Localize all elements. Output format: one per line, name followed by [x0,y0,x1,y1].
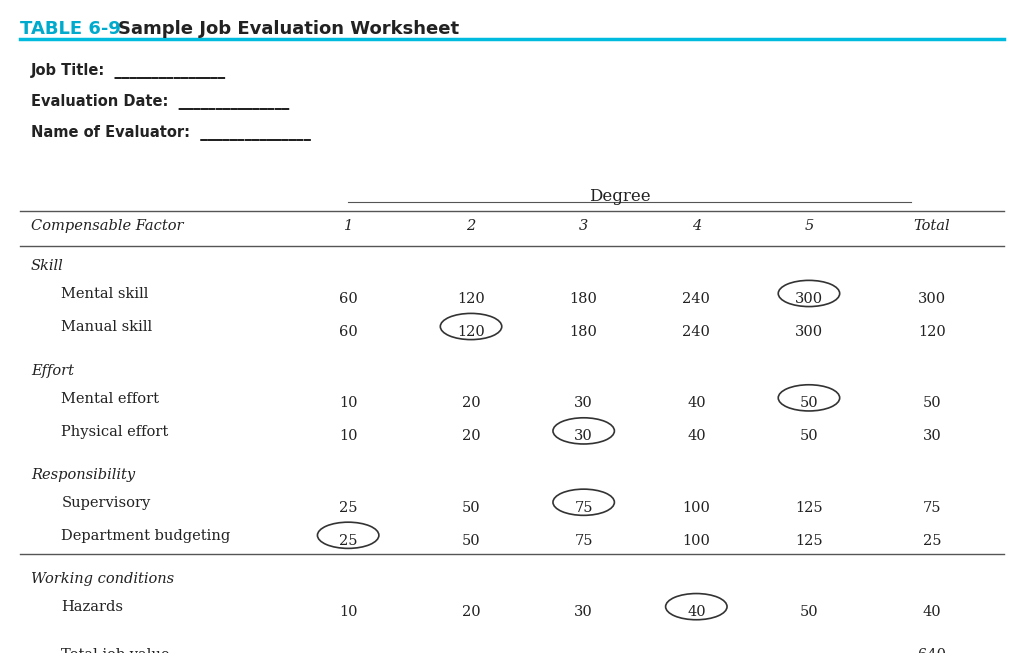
Text: 40: 40 [687,429,706,443]
Text: Physical effort: Physical effort [61,424,169,439]
Text: 50: 50 [800,429,818,443]
Text: Mental effort: Mental effort [61,392,160,406]
Text: Evaluation Date:  _______________: Evaluation Date: _______________ [31,94,289,110]
Text: 240: 240 [682,325,711,339]
Text: Hazards: Hazards [61,600,124,614]
Text: 30: 30 [574,396,593,410]
Text: 30: 30 [574,605,593,619]
Text: 300: 300 [795,292,823,306]
Text: 240: 240 [682,292,711,306]
Text: Degree: Degree [589,188,650,205]
Text: 40: 40 [923,605,941,619]
Text: 100: 100 [682,534,711,548]
Text: 60: 60 [339,292,357,306]
Text: 5: 5 [804,219,814,233]
Text: Manual skill: Manual skill [61,320,153,334]
Text: Effort: Effort [31,364,74,377]
Text: 40: 40 [687,396,706,410]
Text: 10: 10 [339,429,357,443]
Text: 1: 1 [343,219,353,233]
Text: 180: 180 [569,292,598,306]
Text: 20: 20 [462,429,480,443]
Text: 120: 120 [918,325,946,339]
Text: Responsibility: Responsibility [31,468,135,482]
Text: 50: 50 [800,396,818,410]
Text: Total job value: Total job value [61,648,170,653]
Text: 3: 3 [579,219,589,233]
Text: 50: 50 [800,605,818,619]
Text: 300: 300 [795,325,823,339]
Text: Total: Total [913,219,950,233]
Text: 75: 75 [923,501,941,515]
Text: 100: 100 [682,501,711,515]
Text: 60: 60 [339,325,357,339]
Text: 120: 120 [457,325,485,339]
Text: Job Title:  _______________: Job Title: _______________ [31,63,226,78]
Text: Compensable Factor: Compensable Factor [31,219,183,233]
Text: 640: 640 [918,648,946,653]
Text: Skill: Skill [31,259,63,273]
Text: 2: 2 [466,219,476,233]
Text: Sample Job Evaluation Worksheet: Sample Job Evaluation Worksheet [118,20,459,38]
Text: 30: 30 [574,429,593,443]
Text: 50: 50 [462,501,480,515]
Text: 75: 75 [574,501,593,515]
Text: 20: 20 [462,396,480,410]
Text: 10: 10 [339,605,357,619]
Text: 75: 75 [574,534,593,548]
Text: 25: 25 [339,501,357,515]
Text: 4: 4 [691,219,701,233]
Text: 40: 40 [687,605,706,619]
Text: 25: 25 [923,534,941,548]
Text: 20: 20 [462,605,480,619]
Text: 50: 50 [462,534,480,548]
Text: 50: 50 [923,396,941,410]
Text: Working conditions: Working conditions [31,572,174,586]
Text: 180: 180 [569,325,598,339]
Text: 120: 120 [457,292,485,306]
Text: 125: 125 [796,534,822,548]
Text: Department budgeting: Department budgeting [61,529,230,543]
Text: Supervisory: Supervisory [61,496,151,510]
Text: Name of Evaluator:  _______________: Name of Evaluator: _______________ [31,125,310,141]
Text: 10: 10 [339,396,357,410]
Text: 300: 300 [918,292,946,306]
Text: 30: 30 [923,429,941,443]
Text: 125: 125 [796,501,822,515]
Text: 25: 25 [339,534,357,548]
Text: TABLE 6-9: TABLE 6-9 [20,20,122,38]
Text: Mental skill: Mental skill [61,287,148,301]
